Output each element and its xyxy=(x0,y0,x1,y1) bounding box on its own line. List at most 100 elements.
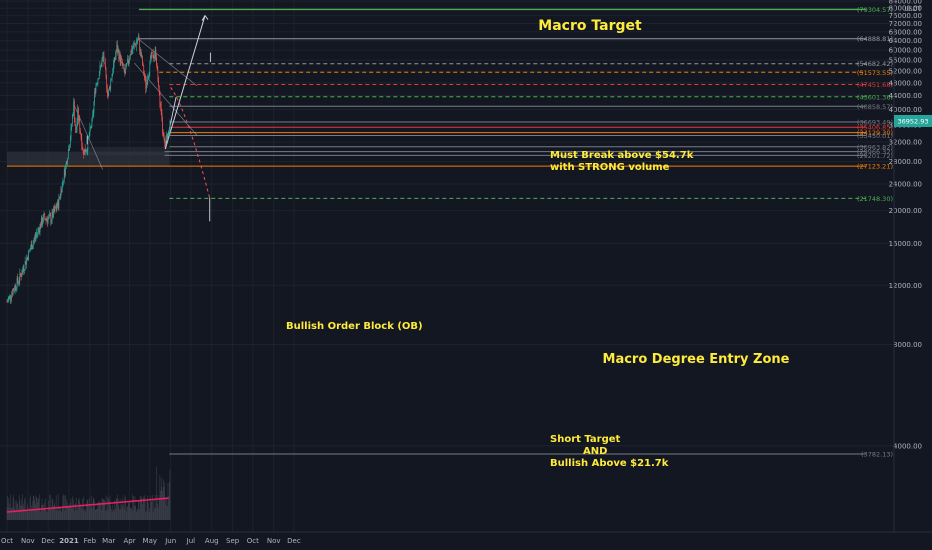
candle-body xyxy=(133,44,134,49)
volume-bar xyxy=(28,511,29,520)
price-level-label: (47451.68) xyxy=(857,81,893,89)
candle-body xyxy=(51,219,52,223)
candle-body xyxy=(166,134,167,137)
candle-body xyxy=(103,55,105,64)
candle-body xyxy=(93,102,95,113)
candle-body xyxy=(43,214,44,222)
candle-body xyxy=(146,82,148,84)
candle-body xyxy=(144,74,145,78)
volume-bar xyxy=(45,510,47,520)
volume-bar xyxy=(39,494,40,520)
volume-bar xyxy=(96,503,98,520)
volume-bar xyxy=(49,494,50,520)
candle-body xyxy=(47,218,49,223)
volume-bar xyxy=(89,508,91,520)
candle-body xyxy=(68,149,70,151)
volume-bar xyxy=(69,504,70,520)
candle-body xyxy=(112,72,114,75)
candle-body xyxy=(148,76,149,79)
candle-body xyxy=(45,218,47,221)
volume-bar xyxy=(25,511,27,520)
candle-body xyxy=(55,208,57,209)
candle-body xyxy=(67,158,68,164)
candle-body xyxy=(72,114,74,117)
volume-bar xyxy=(166,506,168,520)
candle-body xyxy=(14,285,16,291)
volume-bar xyxy=(50,494,52,520)
volume-bar xyxy=(167,483,169,520)
volume-bar xyxy=(79,501,81,520)
candle-body xyxy=(51,211,53,220)
candle-body xyxy=(94,91,96,93)
x-tick-label: May xyxy=(143,537,157,545)
annotation-text: Must Break above $54.7k xyxy=(550,150,694,161)
candle-body xyxy=(121,59,123,65)
volume-bar xyxy=(146,500,148,520)
volume-bar xyxy=(8,497,9,520)
candle-body xyxy=(57,201,58,207)
volume-bar xyxy=(80,503,81,520)
y-tick-label: 60000.00 xyxy=(889,47,922,55)
candle-body xyxy=(125,63,127,69)
candle-body xyxy=(30,244,32,249)
candle-body xyxy=(108,89,110,96)
candle-body xyxy=(40,224,42,228)
volume-bar xyxy=(123,504,124,520)
volume-bar xyxy=(43,509,45,520)
candle-body xyxy=(130,50,132,56)
candle-body xyxy=(137,40,139,43)
candle-body xyxy=(111,79,112,81)
volume-bar xyxy=(65,499,67,520)
candle-body xyxy=(83,150,85,155)
candle-body xyxy=(76,121,78,129)
volume-bar xyxy=(103,499,105,520)
volume-bar xyxy=(42,504,43,520)
candle-body xyxy=(36,233,37,236)
candle-body xyxy=(61,189,62,193)
volume-bar xyxy=(18,509,19,520)
candle-body xyxy=(113,57,115,65)
candle-body xyxy=(27,257,29,260)
volume-bar xyxy=(129,502,130,520)
volume-bar xyxy=(157,494,159,520)
candle-body xyxy=(84,148,85,155)
volume-bar xyxy=(140,495,142,520)
candle-body xyxy=(59,197,60,198)
candle-body xyxy=(73,101,75,115)
price-level-label: (33450.01) xyxy=(857,132,893,140)
volume-bar xyxy=(141,497,142,520)
candle-body xyxy=(150,56,151,61)
volume-bar xyxy=(120,509,122,520)
candle-body xyxy=(140,49,142,57)
volume-bar xyxy=(151,501,153,520)
candle-body xyxy=(162,132,164,134)
volume-bar xyxy=(133,496,134,520)
candle-body xyxy=(31,244,33,250)
volume-bar xyxy=(72,496,73,520)
candle-body xyxy=(63,169,65,181)
x-tick-label: Jun xyxy=(164,537,176,545)
volume-bar xyxy=(76,497,77,520)
horizontal-levels: (79304.57) (64888.81) (54682.42)(51573.55)… xyxy=(7,6,893,458)
volume-bar xyxy=(154,507,155,520)
volume-bar xyxy=(49,508,51,520)
volume-bar xyxy=(30,495,31,520)
volume-bar xyxy=(131,508,132,520)
volume-bar xyxy=(168,496,169,520)
candle-body xyxy=(144,77,146,79)
price-axis[interactable]: 4000.00 8000.00 12000.00 16000.00 20000.00 24… xyxy=(889,0,932,532)
x-tick-label: Oct xyxy=(247,537,259,545)
volume-bar xyxy=(62,496,64,520)
candle-body xyxy=(131,50,132,53)
volume-bar xyxy=(146,510,147,520)
volume-bar xyxy=(46,511,48,520)
price-level-label: (34129.30) xyxy=(857,129,893,137)
volume-bar xyxy=(60,510,62,520)
candle-body xyxy=(12,289,14,295)
time-axis[interactable]: Oct Nov Dec 2021 Feb Mar Apr May Jun Jul Aug Sep Oct… xyxy=(0,531,932,545)
volume-bar xyxy=(86,499,88,520)
volume-bar xyxy=(27,506,29,520)
candle-body xyxy=(167,133,169,138)
volume-bar xyxy=(106,509,107,520)
